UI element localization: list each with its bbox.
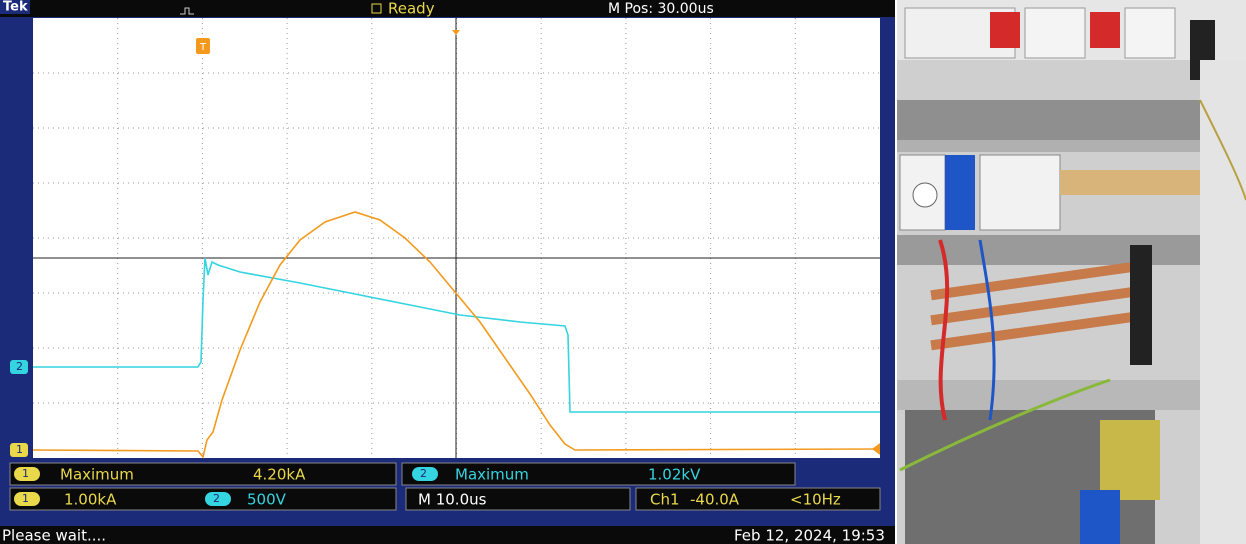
channel-scales [9, 487, 397, 511]
cabinet-photo [897, 0, 1246, 544]
trigger-source: Ch1 [650, 491, 680, 509]
measurement-1-label: Maximum [60, 466, 134, 484]
measurement-2-channel: 2 [420, 467, 427, 480]
brand: Tek [3, 0, 28, 15]
footer [0, 526, 895, 544]
footer-message: Please wait.... [2, 527, 106, 544]
timebase: M 10.0us [418, 491, 487, 509]
ch1-scale-channel: 1 [22, 492, 29, 505]
measurement-1-channel: 1 [22, 467, 29, 480]
ch2-scale: 500V [247, 491, 287, 509]
position-marker [452, 30, 460, 35]
ch1-scale: 1.00kA [64, 491, 117, 509]
ch1-level [872, 443, 880, 455]
trigger-box [635, 487, 881, 511]
ch1-marker [10, 443, 28, 457]
ch1-marker-label: 1 [16, 443, 23, 456]
ch1-badge [14, 467, 40, 481]
trigger-label: T [199, 42, 207, 53]
timebase-box [405, 487, 631, 511]
status: Ready [388, 0, 435, 18]
brand-bg [0, 0, 30, 14]
ch1-scale-badge [14, 492, 40, 506]
measurement-2-value: 1.02kV [648, 466, 701, 484]
ready-icon [371, 3, 382, 14]
ch2-marker-label: 2 [16, 360, 23, 373]
ch2-marker [10, 360, 28, 374]
trigger-icon [180, 7, 194, 15]
ch2-scale-channel: 2 [213, 492, 220, 505]
top-bar [0, 0, 895, 17]
ch2-badge [412, 467, 438, 481]
footer-datetime: Feb 12, 2024, 19:53 [734, 527, 885, 544]
position: M Pos: 30.00us [608, 1, 714, 17]
ch1-waveform [32, 211, 881, 459]
ch2-waveform [33, 257, 880, 413]
footer-clip: Feb 12, 2024, 19:53 [734, 527, 885, 544]
trigger-level: -40.0A [690, 491, 740, 509]
frequency: <10Hz [790, 491, 841, 509]
grid [33, 18, 880, 458]
measurement-2-label: Maximum [455, 466, 529, 484]
trigger-marker [196, 38, 210, 54]
measurement-1 [9, 462, 397, 486]
measurement-2 [401, 462, 796, 486]
measurement-1-value: 4.20kA [253, 466, 306, 484]
ch2-scale-badge [205, 492, 231, 506]
